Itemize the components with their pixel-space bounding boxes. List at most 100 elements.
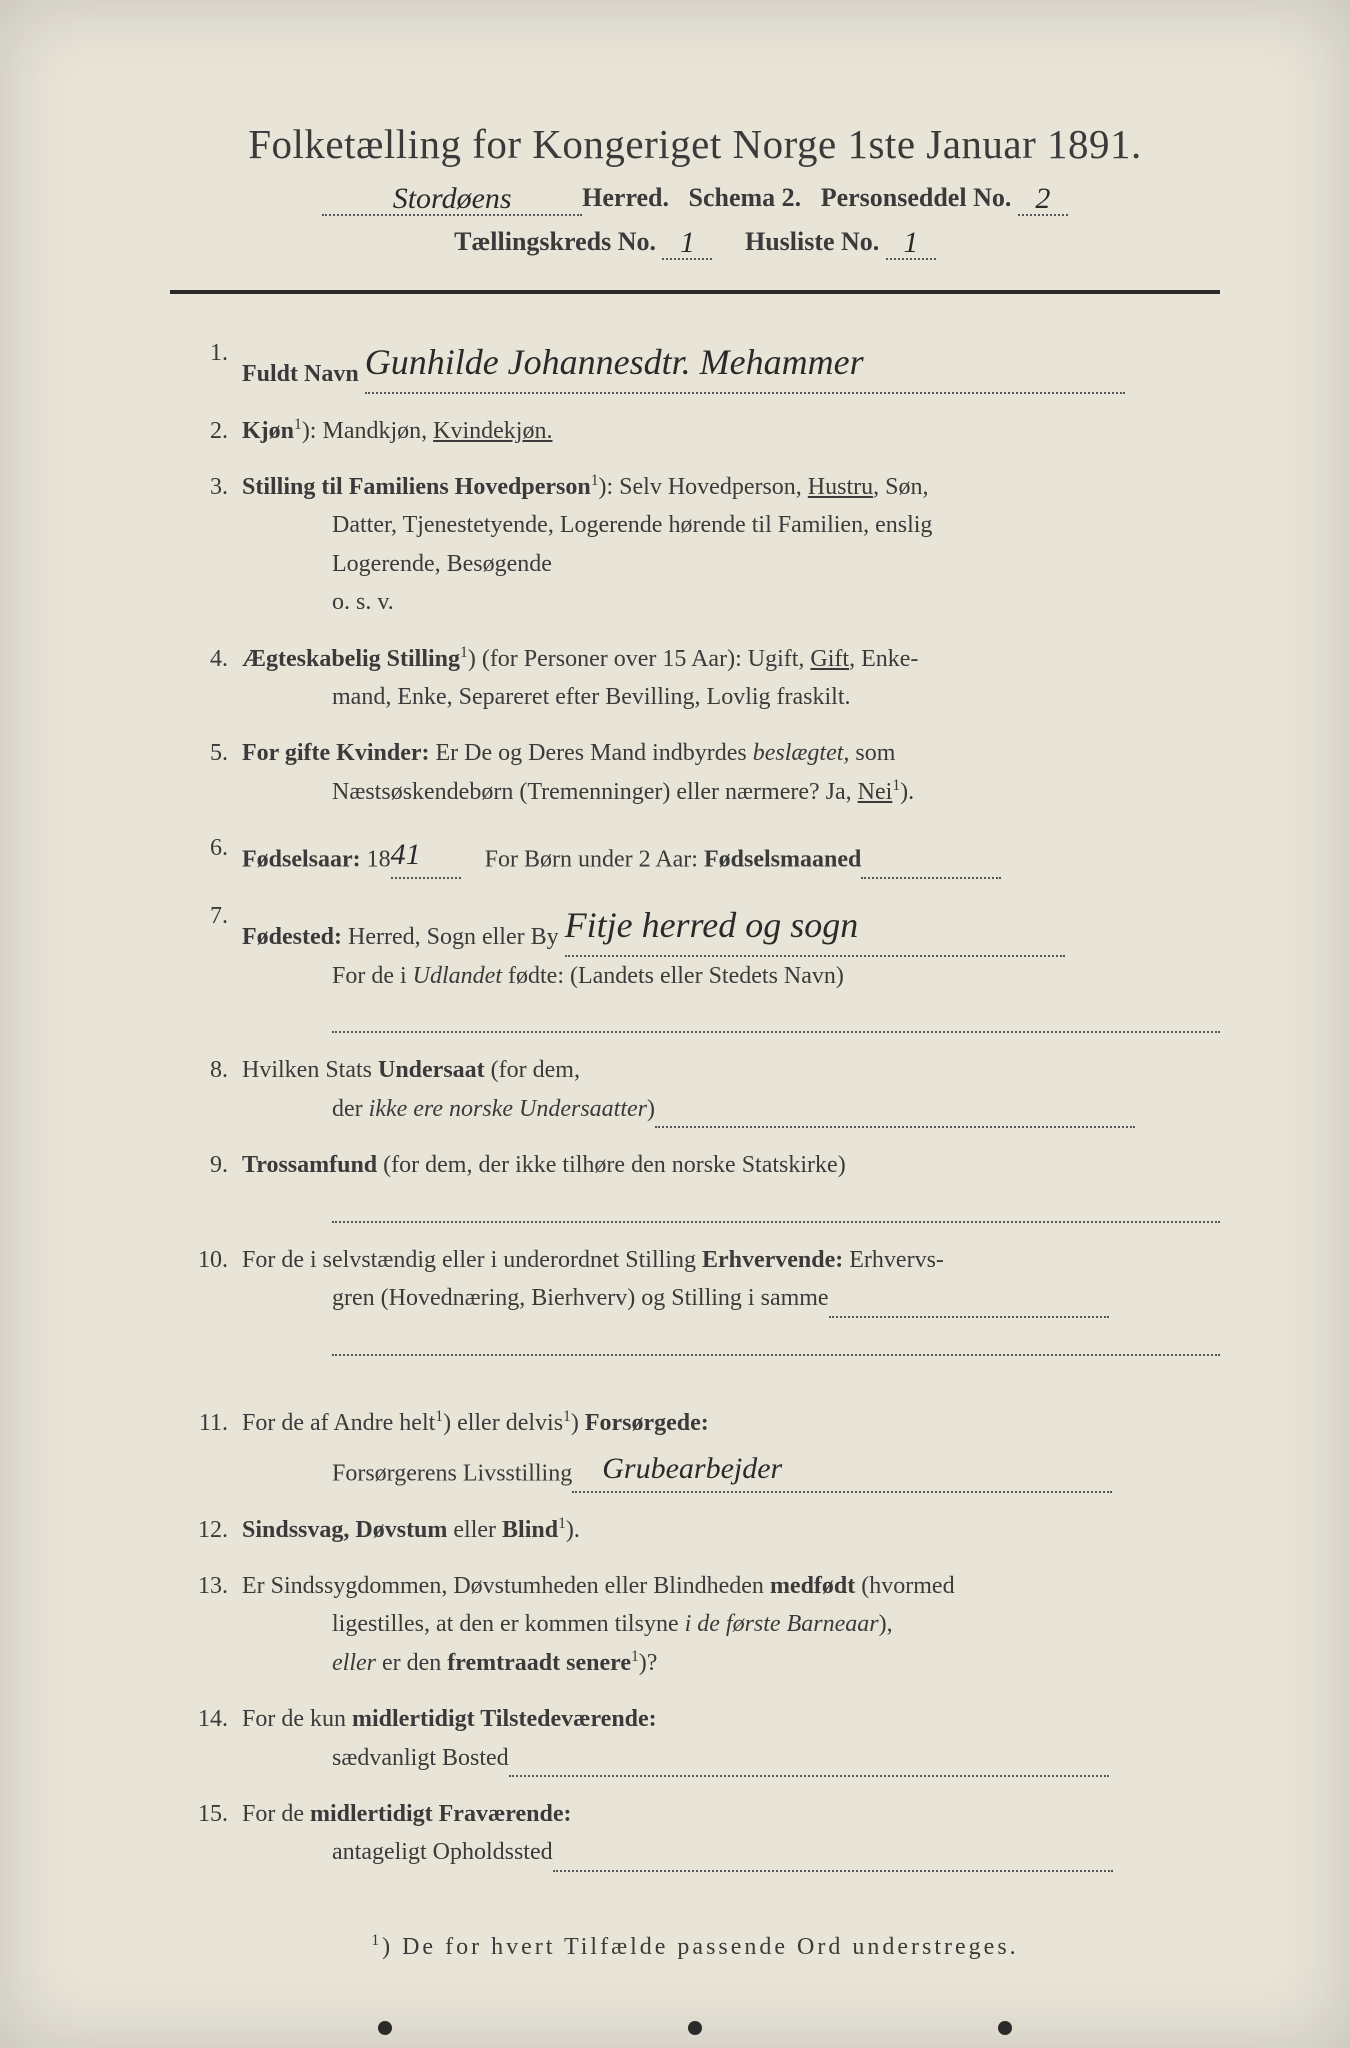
label-gifte-kvinder: For gifte Kvinder: [242,740,430,766]
line: mand, Enke, Separeret efter Bevilling, L… [242,678,1220,716]
sup: 1 [371,1932,382,1949]
dot-icon [688,2021,702,2035]
text: (for dem, der ikke tilhøre den norske St… [377,1152,846,1178]
dot-icon [378,2021,392,2035]
text: Erhvervs- [843,1247,944,1273]
entry-num: 9. [170,1146,242,1223]
label-fodselsmaaned: Fødselsmaaned [704,847,861,873]
italic: Udlandet [413,963,502,989]
entry-14: 14. For de kun midlertidigt Tilstedevære… [170,1700,1220,1777]
label-sindssvag: Sindssvag, Døvstum [242,1517,447,1543]
line: der ikke ere norske Undersaatter) [242,1090,1220,1128]
entry-1: 1. Fuldt Navn Gunhilde Johannesdtr. Meha… [170,334,1220,394]
line: Datter, Tjenestetyende, Logerende hørend… [242,506,1220,544]
label-undersaat: Undersaat [378,1057,485,1083]
text: Forsørgerens Livsstilling [332,1460,572,1486]
sup: 1 [294,416,302,433]
entry-10: 10. For de i selvstændig eller i underor… [170,1241,1220,1356]
line: ligestilles, at den er kommen tilsyne i … [242,1605,1220,1643]
blank-line [242,1185,1220,1223]
text: sædvanligt Bosted [332,1745,509,1771]
label-fodested: Fødested: [242,924,342,950]
entry-3: 3. Stilling til Familiens Hovedperson1):… [170,468,1220,622]
entry-num: 14. [170,1700,242,1777]
entry-6: 6. Fødselsaar: 1841 For Børn under 2 Aar… [170,829,1220,879]
husliste-label: Husliste No. [745,227,879,256]
document-page: Folketælling for Kongeriget Norge 1ste J… [0,0,1350,2048]
line: o. s. v. [242,583,1220,621]
personseddel-label: Personseddel No. [821,183,1012,212]
label-fodselsaar: Fødselsaar: [242,847,361,873]
entry-8: 8. Hvilken Stats Undersaat (for dem, der… [170,1051,1220,1128]
schema-label: Schema 2. [689,183,802,212]
kreds-label: Tællingskreds No. [454,227,656,256]
text: Herred, Sogn eller By [342,924,559,950]
text: antageligt Opholdssted [332,1839,553,1865]
text: ligestilles, at den er kommen tilsyne [332,1611,685,1637]
value-kvindekjon: Kvindekjøn. [433,418,552,444]
line: antageligt Opholdssted [242,1833,1220,1871]
sup: 1 [563,1408,571,1425]
text: Hvilken Stats [242,1057,378,1083]
label-tilstedevaerende: midlertidigt Tilstedeværende: [352,1706,657,1732]
text: For de kun [242,1706,352,1732]
blank-line [242,995,1220,1033]
footnote-text: ) De for hvert Tilfælde passende Ord und… [382,1934,1019,1960]
entry-2: 2. Kjøn1): Mandkjøn, Kvindekjøn. [170,412,1220,450]
label-kjon: Kjøn [242,418,294,444]
text: , Enke- [849,646,918,672]
entry-num: 8. [170,1051,242,1128]
label-aegteskab: Ægteskabelig Stilling [242,646,460,672]
entry-15: 15. For de midlertidigt Fraværende: anta… [170,1795,1220,1872]
entry-num: 6. [170,829,242,879]
value-fodested: Fitje herred og sogn [565,905,859,945]
text: ): Mandkjøn, [302,418,433,444]
text: Næstsøskendebørn (Tremenninger) eller næ… [332,779,858,805]
text: For Børn under 2 Aar: [479,847,704,873]
sup: 1 [558,1515,566,1532]
value-nei: Nei [858,779,893,805]
kreds-value: 1 [680,226,695,259]
text: (for dem, [485,1057,580,1083]
line: Logerende, Besøgende [242,545,1220,583]
kreds-line: Tællingskreds No. 1 Husliste No. 1 [170,224,1220,260]
italic: beslægtet, [753,740,850,766]
text: ), [879,1611,893,1637]
text: Er De og Deres Mand indbyrdes [430,740,753,766]
text: gren (Hovednæring, Bierhverv) og Stillin… [332,1285,829,1311]
label-medfodt: medfødt [770,1573,855,1599]
label-trossamfund: Trossamfund [242,1152,377,1178]
herred-line: StordøensHerred. Schema 2. Personseddel … [170,180,1220,216]
blank-line [242,1318,1220,1356]
entry-9: 9. Trossamfund (for dem, der ikke tilhør… [170,1146,1220,1223]
italic: eller [332,1650,376,1676]
entry-num: 4. [170,640,242,717]
value-navn: Gunhilde Johannesdtr. Mehammer [365,342,864,382]
italic: ikke ere norske Undersaatter [369,1096,647,1122]
entry-num: 15. [170,1795,242,1872]
entry-13: 13. Er Sindssygdommen, Døvstumheden elle… [170,1567,1220,1682]
text: fødte: (Landets eller Stedets Navn) [502,963,844,989]
sup: 1 [435,1408,443,1425]
punch-holes [170,2021,1220,2035]
line: gren (Hovednæring, Bierhverv) og Stillin… [242,1279,1220,1317]
entry-num: 1. [170,334,242,394]
label-erhvervende: Erhvervende: [702,1247,843,1273]
value-livsstilling: Grubearbejder [572,1452,782,1485]
line: sædvanligt Bosted [242,1739,1220,1777]
line: For de i Udlandet fødte: (Landets eller … [242,957,1220,995]
label-forsorgede: Forsørgede: [585,1410,709,1436]
line: Forsørgerens LivsstillingGrubearbejder [242,1443,1220,1493]
entry-num: 2. [170,412,242,450]
personseddel-value: 2 [1035,182,1050,215]
text: der [332,1096,369,1122]
divider-rule [170,290,1220,294]
text: , Søn, [873,474,928,500]
label-fuldt-navn: Fuldt Navn [242,361,359,387]
entry-num: 10. [170,1241,242,1356]
value-hustru: Hustru [808,474,873,500]
value-year: 41 [391,838,421,871]
italic: i de første Barneaar [685,1611,879,1637]
entry-12: 12. Sindssvag, Døvstum eller Blind1). [170,1511,1220,1549]
line: Næstsøskendebørn (Tremenninger) eller næ… [242,773,1220,811]
